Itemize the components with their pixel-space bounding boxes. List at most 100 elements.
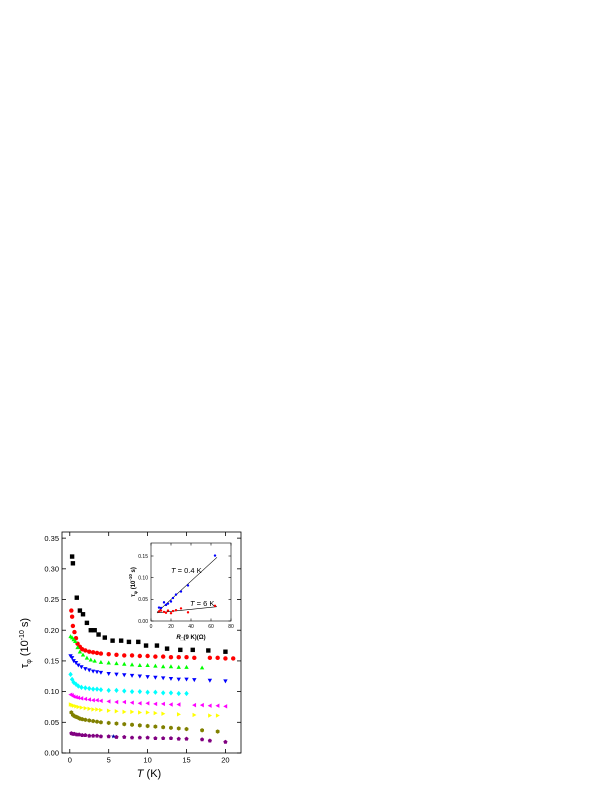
data-point-series-8 (176, 726, 181, 731)
y-tick-label: 0.35 (44, 534, 59, 543)
data-point-series-6 (71, 694, 76, 699)
data-point-series-8 (80, 717, 85, 722)
inset-annotation-0.4K: T = 0.4 K (171, 566, 202, 575)
data-point-series-1 (118, 638, 124, 643)
data-point-series-6 (79, 696, 84, 701)
main-x-axis-label: T (K) (137, 768, 161, 780)
data-point-series-4 (73, 660, 79, 665)
data-point-series-8 (169, 725, 173, 731)
inset-x-axis-label: R□(9 K)(Ω) (176, 635, 205, 642)
data-point-series-8 (91, 718, 96, 724)
inset-chart: 0 20 40 60 80 0.00 0.05 0.10 0.15 T = 0.4 K T = … (128, 542, 234, 642)
y-tick-label: 0.05 (44, 718, 59, 727)
data-point-series-7 (99, 707, 104, 713)
data-point-series-5 (79, 684, 84, 690)
data-point-series-9 (176, 736, 181, 741)
x-tick-label: 20 (168, 624, 174, 630)
data-point-series-9 (98, 734, 104, 739)
data-point-series-2 (69, 614, 75, 619)
data-point-series-2 (223, 656, 228, 661)
data-point-series-6 (94, 698, 99, 703)
x-tick-label: 5 (107, 756, 111, 765)
data-point-series-5 (94, 686, 100, 692)
data-point-series-8 (145, 723, 150, 729)
data-point-series-4 (71, 659, 76, 664)
data-point-series-7 (71, 703, 76, 708)
data-point-series-9 (80, 732, 85, 737)
data-point-series-3 (145, 663, 150, 667)
data-point-series-6 (145, 701, 150, 706)
data-point-series-1 (84, 620, 90, 626)
data-point-series-1 (74, 595, 79, 600)
data-point-series-2 (73, 636, 79, 641)
data-point-series-5 (168, 690, 174, 696)
data-point-series-8 (161, 725, 166, 730)
data-point-series-5 (145, 689, 150, 695)
data-point-series-2 (122, 653, 127, 658)
data-point-series-2 (94, 650, 100, 656)
y-tick-label: 0.15 (44, 657, 59, 666)
data-point-star (111, 734, 116, 739)
inset-data-marks (157, 554, 217, 615)
inset-data-point-series-2 (186, 611, 190, 614)
inset-plot-frame (150, 542, 232, 622)
data-point-series-7 (76, 704, 81, 710)
data-point-series-3 (199, 665, 205, 670)
data-point-series-3 (137, 663, 143, 667)
x-tick-label: 10 (143, 756, 151, 765)
inset-data-point-series-1 (213, 554, 217, 557)
x-tick-label: 60 (208, 624, 214, 630)
data-point-series-6 (90, 698, 95, 703)
inset-data-point-series-2 (179, 607, 183, 610)
y-tick-label: 0.00 (138, 619, 148, 625)
inset-data-point-series-1 (169, 600, 173, 603)
data-point-series-6 (114, 699, 119, 705)
data-point-series-6 (137, 701, 142, 706)
data-point-series-5 (184, 690, 189, 697)
data-point-series-9 (83, 732, 88, 737)
data-point-series-5 (122, 688, 127, 694)
data-point-series-4 (192, 678, 197, 683)
data-point-series-4 (168, 676, 174, 681)
data-point-series-2 (176, 655, 181, 660)
data-point-series-3 (106, 660, 111, 665)
data-point-series-3 (80, 652, 86, 657)
data-point-series-2 (207, 655, 213, 661)
data-point-series-1 (80, 612, 86, 617)
data-point-series-2 (129, 653, 135, 658)
data-point-series-4 (69, 656, 75, 661)
data-point-series-9 (207, 738, 212, 743)
data-point-series-1 (77, 608, 83, 613)
data-point-series-5 (68, 671, 73, 678)
data-point-series-6 (98, 698, 103, 704)
x-tick-label: 20 (221, 756, 229, 765)
data-point-series-2 (215, 655, 220, 661)
data-point-series-4 (137, 674, 143, 679)
inset-data-point-series-1 (171, 596, 175, 600)
data-point-series-4 (223, 679, 228, 684)
data-point-series-3 (73, 639, 78, 644)
data-point-series-4 (207, 678, 213, 683)
inset-data-point-series-1 (164, 603, 168, 607)
data-point-series-4 (83, 667, 88, 672)
data-point-series-3 (77, 649, 83, 654)
data-point-series-8 (137, 723, 142, 728)
inset-axis-ticks: 0 20 40 60 80 0.00 0.05 0.10 0.15 (138, 543, 234, 630)
data-point-series-8 (87, 718, 92, 723)
y-tick-label: 0.30 (44, 564, 59, 573)
data-point-series-8 (83, 717, 88, 723)
data-point-series-8 (215, 729, 220, 734)
data-point-series-1 (154, 643, 160, 648)
data-point-series-9 (184, 736, 189, 741)
data-point-series-6 (215, 703, 220, 708)
x-tick-label: 0 (150, 624, 153, 630)
data-point-series-2 (168, 655, 174, 660)
x-tick-label: 40 (188, 624, 194, 630)
data-point-series-2 (137, 653, 143, 659)
y-tick-label: 0.15 (138, 554, 148, 560)
data-point-series-5 (90, 686, 96, 692)
data-point-series-7 (153, 710, 158, 716)
data-point-series-4 (153, 675, 158, 680)
data-point-series-4 (176, 677, 181, 682)
